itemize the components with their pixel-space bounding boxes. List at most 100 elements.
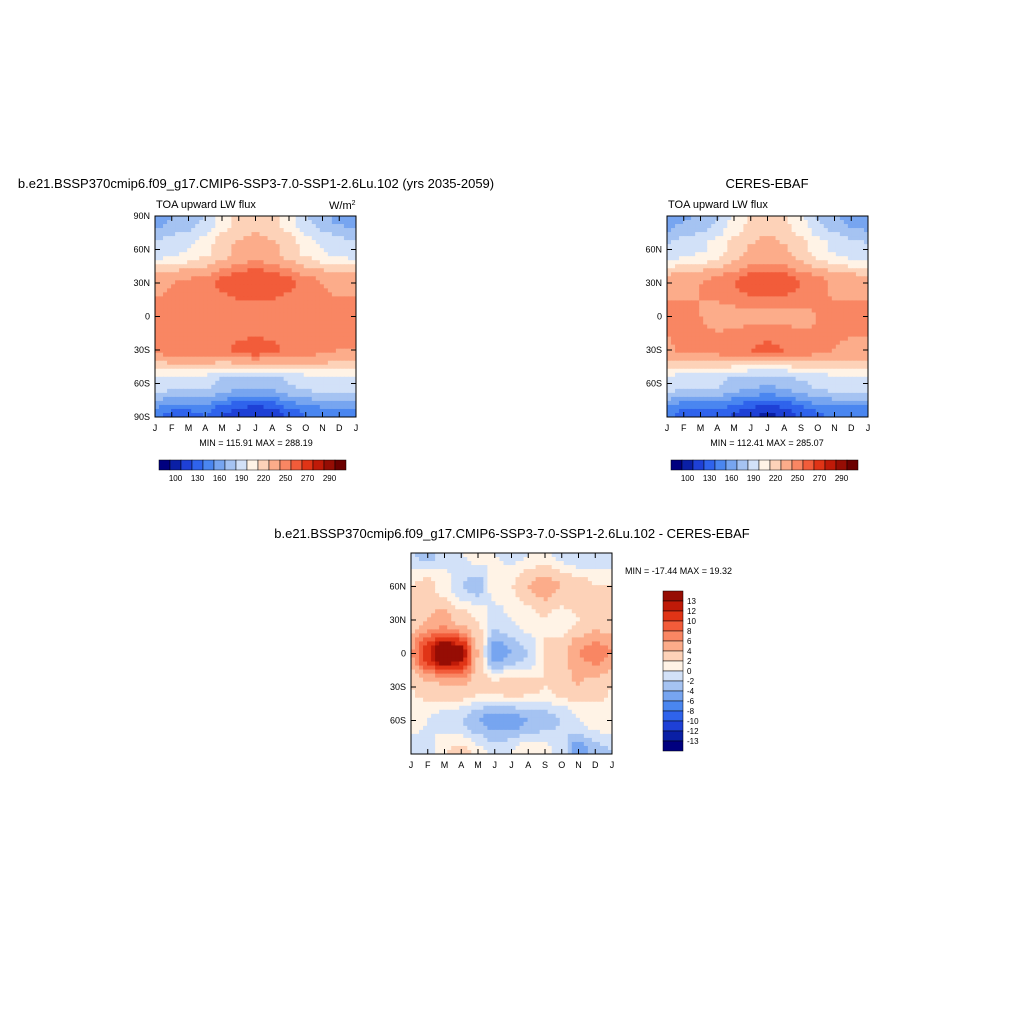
heatmap-cell: [339, 380, 345, 386]
heatmap-cell: [767, 260, 773, 265]
heatmap-cell: [271, 320, 277, 326]
heatmap-cell: [831, 296, 837, 302]
heatmap-cell: [819, 384, 825, 390]
heatmap-cell: [759, 328, 765, 334]
heatmap-cell: [679, 264, 684, 269]
heatmap-cell: [791, 220, 797, 225]
heatmap-cell: [835, 352, 841, 358]
heatmap-cell: [751, 240, 757, 245]
heatmap-cell: [211, 360, 216, 366]
heatmap-cell: [819, 280, 825, 285]
heatmap-cell: [275, 244, 281, 249]
heatmap-cell: [755, 276, 761, 281]
heatmap-cell: [819, 404, 825, 410]
heatmap-cell: [215, 336, 220, 342]
heatmap-cell: [167, 392, 172, 398]
heatmap-cell: [283, 356, 289, 362]
heatmap-cell: [215, 284, 220, 289]
heatmap-cell: [819, 364, 825, 370]
heatmap-cell: [699, 304, 704, 310]
heatmap-cell: [331, 244, 337, 249]
heatmap-cell: [835, 324, 841, 330]
heatmap-cell: [711, 376, 716, 382]
heatmap-cell: [791, 324, 797, 330]
heatmap-cell: [155, 332, 160, 338]
heatmap-cell: [255, 376, 261, 382]
heatmap-cell: [239, 276, 245, 281]
heatmap-cell: [807, 300, 813, 306]
heatmap-cell: [199, 284, 204, 289]
heatmap-cell: [703, 328, 708, 334]
heatmap-cell: [343, 228, 349, 233]
colorbar-box: [224, 459, 237, 471]
heatmap-cell: [259, 232, 265, 237]
heatmap-cell: [291, 348, 297, 354]
heatmap-cell: [671, 312, 676, 318]
heatmap-cell: [703, 400, 708, 406]
heatmap-cell: [859, 328, 865, 334]
heatmap-cell: [675, 308, 680, 314]
heatmap-cell: [819, 396, 825, 402]
heatmap-cell: [779, 232, 785, 237]
heatmap-cell: [767, 276, 773, 281]
heatmap-cell: [303, 220, 309, 225]
heatmap-cell: [787, 364, 793, 370]
heatmap-cell: [267, 280, 273, 285]
heatmap-cell: [855, 356, 861, 362]
heatmap-cell: [179, 348, 184, 354]
heatmap-cell: [767, 372, 773, 378]
heatmap-cell: [835, 404, 841, 410]
heatmap-cell: [855, 308, 861, 314]
heatmap-cell: [751, 340, 757, 346]
heatmap-cell: [699, 220, 704, 225]
heatmap-cell: [347, 340, 353, 346]
heatmap-cell: [831, 276, 837, 281]
heatmap-cell: [247, 372, 253, 378]
heatmap-cell: [711, 352, 716, 358]
heatmap-cell: [291, 228, 297, 233]
heatmap-cell: [811, 216, 817, 221]
heatmap-cell: [743, 388, 748, 394]
heatmap-cell: [731, 388, 736, 394]
heatmap-cell: [743, 336, 748, 342]
heatmap-cell: [755, 240, 761, 245]
heatmap-cell: [811, 372, 817, 378]
heatmap-cell: [671, 396, 676, 402]
heatmap-cell: [271, 220, 277, 225]
heatmap-cell: [719, 288, 724, 293]
heatmap-cell: [335, 296, 341, 302]
heatmap-cell: [707, 372, 712, 378]
heatmap-cell: [339, 220, 345, 225]
heatmap-cell: [163, 232, 168, 237]
heatmap-cell: [731, 288, 736, 293]
heatmap-cell: [243, 224, 249, 229]
heatmap-cell: [699, 384, 704, 390]
heatmap-cell: [739, 256, 744, 261]
heatmap-cell: [235, 216, 241, 221]
heatmap-cell: [223, 356, 228, 362]
heatmap-cell: [687, 344, 692, 350]
heatmap-cell: [167, 360, 172, 366]
heatmap-cell: [207, 336, 212, 342]
heatmap-cell: [243, 236, 249, 241]
heatmap-cell: [787, 396, 793, 402]
heatmap-cell: [283, 280, 289, 285]
heatmap-cell: [283, 332, 289, 338]
heatmap-cell: [791, 260, 797, 265]
panel-model-variable: TOA upward LW flux: [156, 199, 256, 211]
heatmap-cell: [255, 224, 261, 229]
heatmap-cell: [231, 328, 236, 334]
heatmap-cell: [215, 228, 220, 233]
heatmap-cell: [827, 244, 833, 249]
heatmap-cell: [787, 268, 793, 273]
heatmap-cell: [807, 336, 813, 342]
heatmap-cell: [819, 264, 825, 269]
heatmap-cell: [243, 264, 249, 269]
heatmap-cell: [687, 332, 692, 338]
heatmap-cell: [299, 304, 305, 310]
heatmap-cell: [183, 332, 188, 338]
heatmap-cell: [155, 336, 160, 342]
heatmap-cell: [331, 256, 337, 261]
heatmap-cell: [779, 240, 785, 245]
heatmap-cell: [295, 252, 301, 257]
